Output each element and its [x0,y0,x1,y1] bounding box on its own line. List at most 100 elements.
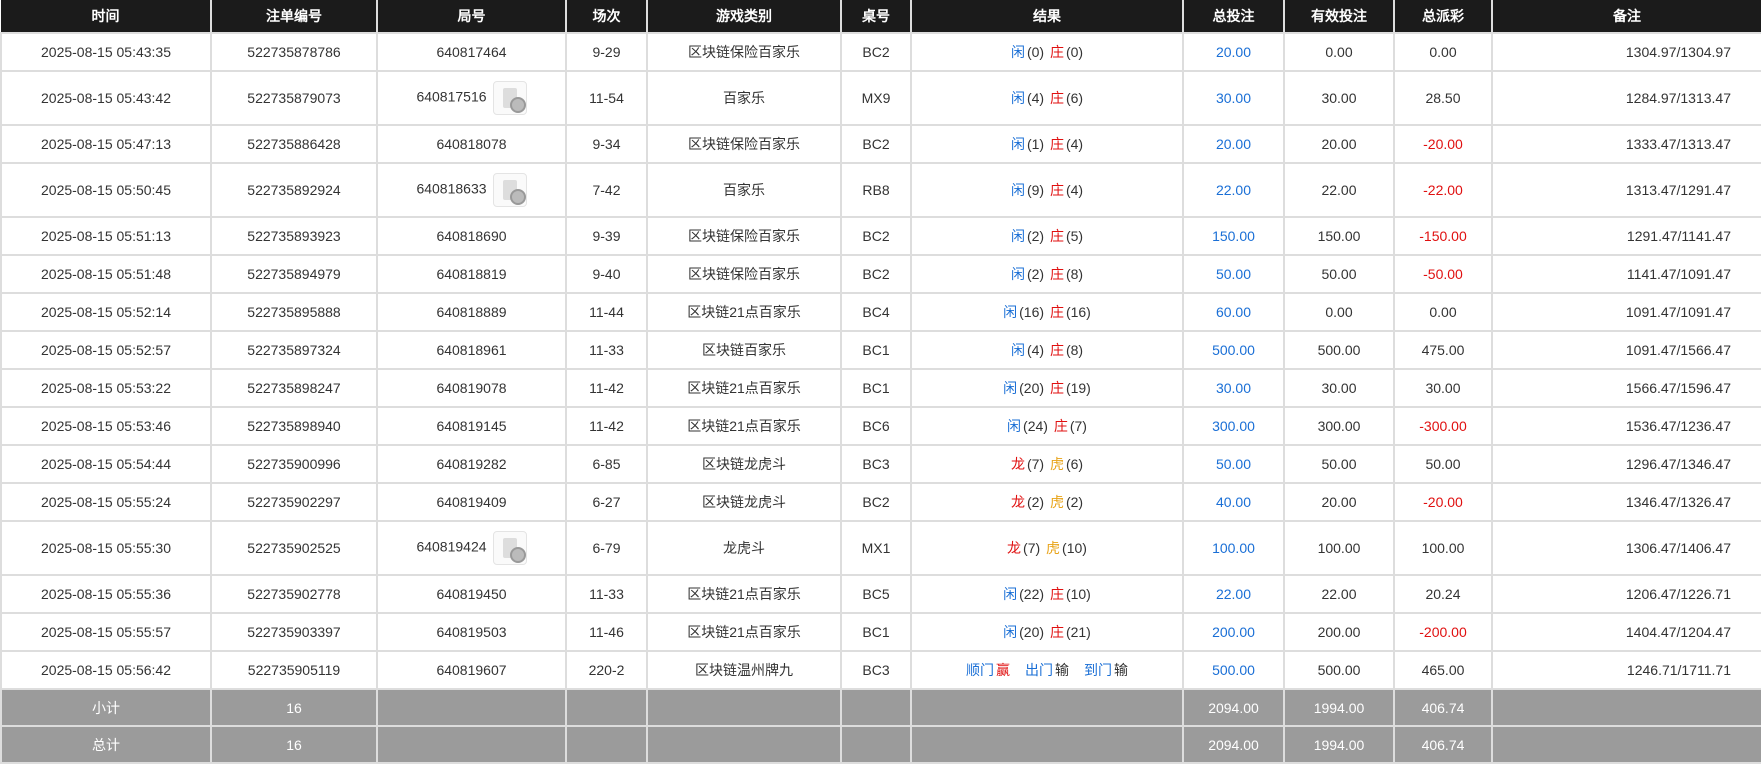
table-header: 时间 注单编号 局号 场次 游戏类别 桌号 结果 总投注 有效投注 总派彩 备注 [1,0,1761,33]
bet-id-cell: 522735900996 [210,444,378,484]
game-type-cell: 区块链百家乐 [646,330,842,370]
round-number: 640819607 [436,662,507,678]
result-part: 庄 [1049,380,1064,396]
result-part: (10) [1065,586,1091,602]
table-cell: BC6 [840,406,912,446]
table-row: 2025-08-15 05:55:30 522735902525 640819424… [0,520,1761,576]
payout-cell: -150.00 [1393,216,1493,256]
time-cell: 2025-08-15 05:53:46 [0,406,212,446]
subtotal-valid: 1994.00 [1283,688,1395,727]
table-cell: BC2 [840,254,912,294]
round-number: 640819450 [436,586,507,602]
valid-bet-cell: 50.00 [1283,254,1395,294]
time-cell: 2025-08-15 05:50:45 [0,162,212,218]
table-cell: BC1 [840,330,912,370]
valid-bet-cell: 150.00 [1283,216,1395,256]
payout-cell: -300.00 [1393,406,1493,446]
result-part: (0) [1065,44,1084,60]
round-cell: 640818078 [376,124,567,164]
valid-bet-cell: 300.00 [1283,406,1395,446]
column-header: 桌号 [841,0,912,33]
result-part: (2) [1026,266,1048,282]
payout-cell: -50.00 [1393,254,1493,294]
result-cell: 闲 (20) 庄 (21) [910,612,1184,652]
payout-cell: 475.00 [1393,330,1493,370]
round-number: 640819409 [436,494,507,510]
time-cell: 2025-08-15 05:55:36 [0,574,212,614]
table-cell: MX9 [840,70,912,126]
table-row: 2025-08-15 05:52:57 522735897324 640818961… [0,330,1761,370]
result-part: 龙 [1007,540,1022,556]
result-cell: 闲 (4) 庄 (6) [910,70,1184,126]
table-cell: BC2 [840,216,912,256]
result-part: 闲 [1010,182,1025,198]
game-type-cell: 区块链龙虎斗 [646,444,842,484]
payout-cell: -20.00 [1393,124,1493,164]
payout-cell: 100.00 [1393,520,1493,576]
round-cell: 640818633 [376,162,567,218]
session-cell: 11-46 [565,612,648,652]
result-part: 虎 [1046,540,1061,556]
video-replay-icon[interactable] [492,173,527,207]
bet-id-cell: 522735886428 [210,124,378,164]
remark-cell: 1404.47/1204.47 [1491,612,1761,652]
table-cell: BC2 [840,124,912,164]
game-type-cell: 区块链21点百家乐 [646,574,842,614]
result-part: (2) [1026,228,1048,244]
total-bet-cell: 100.00 [1182,520,1285,576]
session-cell: 11-44 [565,292,648,332]
valid-bet-cell: 22.00 [1283,574,1395,614]
result-part: 闲 [1003,304,1018,320]
bet-id-cell: 522735902778 [210,574,378,614]
result-cell: 闲 (22) 庄 (10) [910,574,1184,614]
remark-cell: 1091.47/1091.47 [1491,292,1761,332]
remark-cell: 1091.47/1566.47 [1491,330,1761,370]
result-part: 庄 [1049,304,1064,320]
table-row: 2025-08-15 05:51:48 522735894979 640818819… [0,254,1761,294]
bet-id-cell: 522735893923 [210,216,378,256]
total-bet-cell: 500.00 [1182,330,1285,370]
session-cell: 220-2 [565,650,648,690]
result-part: 龙 [1010,494,1025,510]
table-cell: BC4 [840,292,912,332]
result-cell: 闲 (2) 庄 (5) [910,216,1184,256]
session-cell: 11-33 [565,574,648,614]
time-cell: 2025-08-15 05:43:42 [0,70,212,126]
video-replay-icon[interactable] [492,81,527,115]
payout-cell: 30.00 [1393,368,1493,408]
result-part: 龙 [1010,456,1025,472]
valid-bet-cell: 20.00 [1283,124,1395,164]
session-cell: 7-42 [565,162,648,218]
remark-cell: 1333.47/1313.47 [1491,124,1761,164]
payout-cell: 28.50 [1393,70,1493,126]
time-cell: 2025-08-15 05:56:42 [0,650,212,690]
empty-cell [565,725,648,764]
round-number: 640818633 [416,180,487,197]
result-part: (8) [1065,342,1084,358]
remark-cell: 1304.97/1304.97 [1491,32,1761,72]
result-part: 庄 [1049,90,1064,106]
total-bet-cell: 50.00 [1182,444,1285,484]
result-part: (10) [1062,540,1087,556]
empty-cell [840,725,912,764]
remark-cell: 1284.97/1313.47 [1491,70,1761,126]
video-replay-icon[interactable] [492,531,527,565]
table-row: 2025-08-15 05:55:24 522735902297 640819409… [0,482,1761,522]
game-type-cell: 区块链21点百家乐 [646,406,842,446]
result-part: (19) [1065,380,1091,396]
remark-cell: 1206.47/1226.71 [1491,574,1761,614]
game-type-cell: 百家乐 [646,70,842,126]
valid-bet-cell: 100.00 [1283,520,1395,576]
result-part: 庄 [1049,586,1064,602]
payout-cell: -22.00 [1393,162,1493,218]
result-cell: 闲 (9) 庄 (4) [910,162,1184,218]
result-part: 闲 [1010,90,1025,106]
round-number: 640819424 [416,538,487,555]
result-part: (4) [1065,182,1084,198]
result-part: 输 [1055,662,1069,678]
grandtotal-row: 总计 16 2094.00 1994.00 406.74 [0,725,1761,764]
result-part: (7) [1026,456,1048,472]
result-part: 闲 [1003,624,1018,640]
payout-cell: 20.24 [1393,574,1493,614]
session-cell: 6-27 [565,482,648,522]
